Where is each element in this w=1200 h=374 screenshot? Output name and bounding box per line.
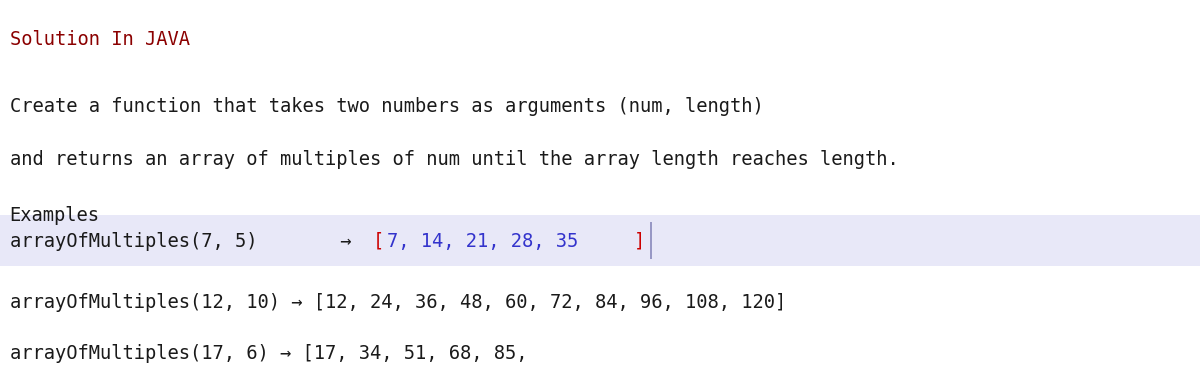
Text: [: [ (372, 232, 384, 251)
Text: Examples: Examples (10, 206, 100, 225)
Text: →: → (329, 232, 362, 251)
Text: arrayOfMultiples(12, 10) → [12, 24, 36, 48, 60, 72, 84, 96, 108, 120]: arrayOfMultiples(12, 10) → [12, 24, 36, … (10, 294, 786, 312)
Text: 7, 14, 21, 28, 35: 7, 14, 21, 28, 35 (388, 232, 578, 251)
Text: Create a function that takes two numbers as arguments (num, length): Create a function that takes two numbers… (10, 97, 763, 116)
Text: and returns an array of multiples of num until the array length reaches length.: and returns an array of multiples of num… (10, 150, 899, 169)
Text: ]: ] (634, 232, 646, 251)
Text: arrayOfMultiples(17, 6) → [17, 34, 51, 68, 85,: arrayOfMultiples(17, 6) → [17, 34, 51, 6… (10, 344, 527, 363)
Bar (0, 215, 1200, 266)
Text: Solution In JAVA: Solution In JAVA (10, 30, 190, 49)
Text: arrayOfMultiples(7, 5): arrayOfMultiples(7, 5) (10, 232, 257, 251)
